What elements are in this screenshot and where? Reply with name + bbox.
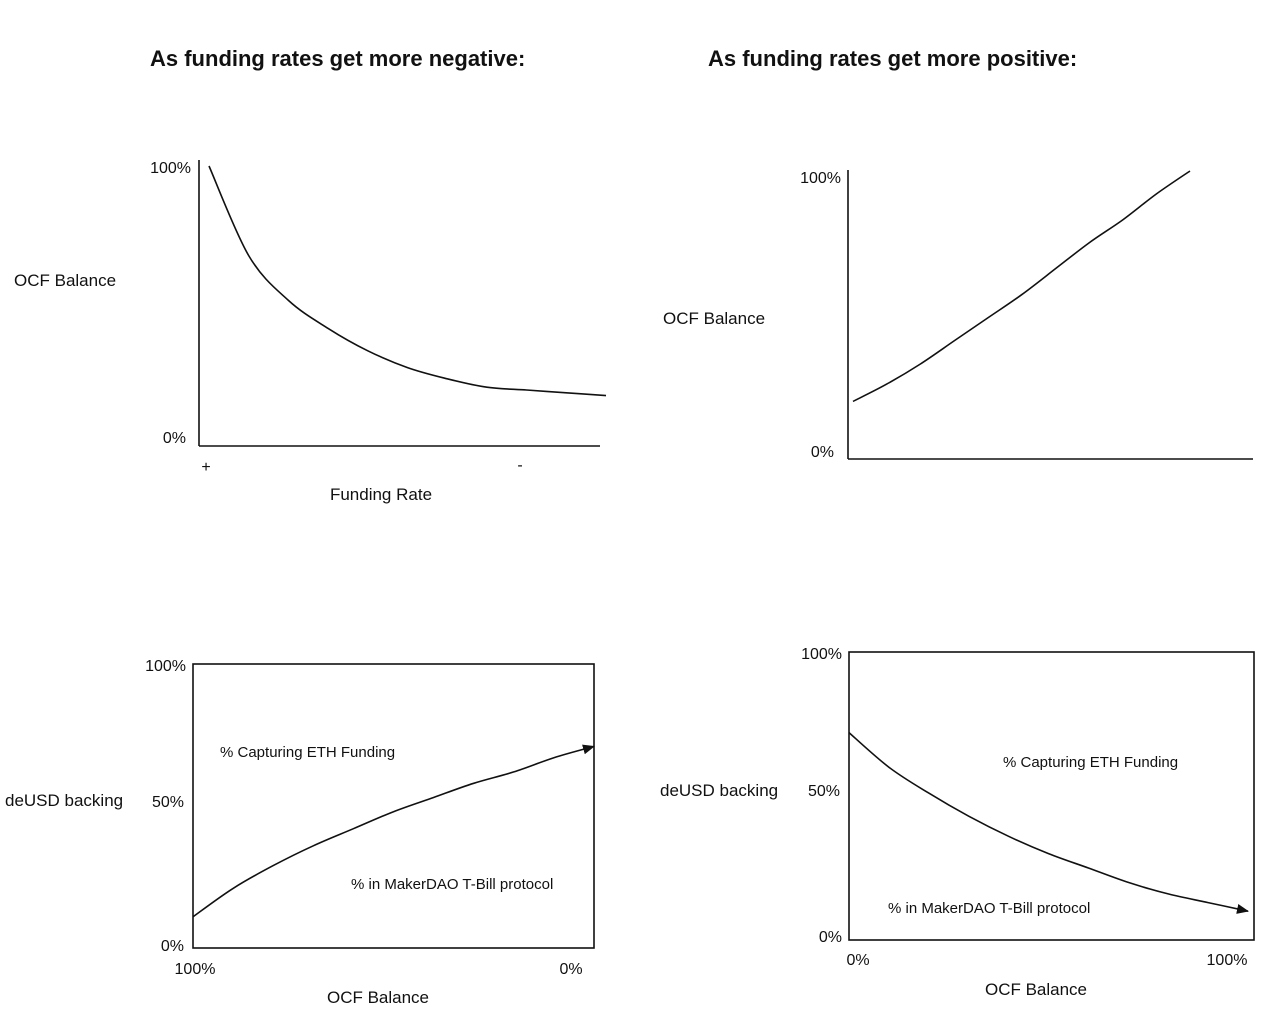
y-tick-label: 0% bbox=[163, 430, 186, 447]
x-tick-label: 100% bbox=[175, 961, 216, 978]
series-line bbox=[208, 165, 607, 397]
y-tick-label: 100% bbox=[801, 646, 842, 663]
annotation-upper: % Capturing ETH Funding bbox=[1003, 754, 1178, 771]
y-tick-label: 0% bbox=[811, 444, 834, 461]
y-tick-label: 0% bbox=[819, 929, 842, 946]
annotation-lower: % in MakerDAO T-Bill protocol bbox=[888, 900, 1090, 917]
chart-bottom-left: 100% 50% 0% 100% 0% deUSD backing OCF Ba… bbox=[5, 658, 595, 1007]
x-tick-label: 100% bbox=[1207, 952, 1248, 969]
y-tick-label: 50% bbox=[808, 783, 840, 800]
y-tick-label: 100% bbox=[800, 170, 841, 187]
series-line bbox=[848, 731, 1249, 914]
annotation-upper: % Capturing ETH Funding bbox=[220, 744, 395, 761]
x-tick-label: 0% bbox=[559, 961, 582, 978]
x-axis-label: Funding Rate bbox=[330, 485, 432, 504]
chart-top-right: 100% 0% OCF Balance bbox=[663, 170, 1253, 461]
heading-negative: As funding rates get more negative: bbox=[150, 46, 526, 71]
chart-bottom-right: 100% 50% 0% 0% 100% deUSD backing OCF Ba… bbox=[660, 646, 1255, 999]
y-tick-label: 50% bbox=[152, 794, 184, 811]
x-tick-label: + bbox=[201, 459, 210, 476]
y-axis-label: OCF Balance bbox=[14, 271, 116, 290]
plot-frame bbox=[192, 663, 595, 949]
y-tick-label: 100% bbox=[150, 160, 191, 177]
x-axis-label: OCF Balance bbox=[327, 988, 429, 1007]
y-tick-label: 100% bbox=[145, 658, 186, 675]
annotation-lower: % in MakerDAO T-Bill protocol bbox=[351, 876, 553, 893]
x-axis-label: OCF Balance bbox=[985, 980, 1087, 999]
x-tick-label: 0% bbox=[846, 952, 869, 969]
chart-top-left: 100% 0% + - OCF Balance Funding Rate bbox=[14, 160, 607, 504]
plot-frame bbox=[848, 651, 1255, 941]
y-axis-label: OCF Balance bbox=[663, 309, 765, 328]
x-tick-label: - bbox=[517, 457, 522, 474]
heading-positive: As funding rates get more positive: bbox=[708, 46, 1078, 71]
y-axis-label: deUSD backing bbox=[660, 781, 778, 800]
series-line bbox=[852, 170, 1191, 403]
y-tick-label: 0% bbox=[161, 938, 184, 955]
y-axis-label: deUSD backing bbox=[5, 791, 123, 810]
series-line bbox=[192, 744, 595, 918]
